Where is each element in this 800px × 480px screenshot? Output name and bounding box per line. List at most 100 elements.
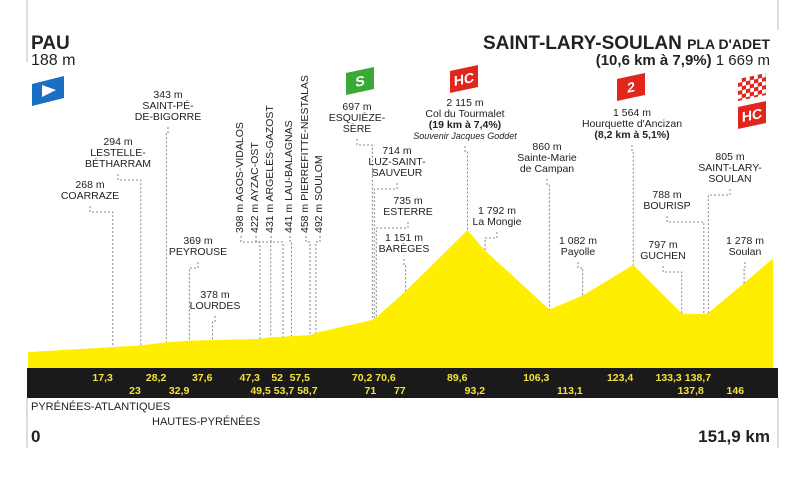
leader-line xyxy=(464,146,468,231)
km-marker-top: 47,3 xyxy=(240,372,261,384)
climb-note: Souvenir Jacques Goddet xyxy=(413,131,517,141)
km-marker-bottom: 23 xyxy=(129,385,141,397)
place-label: 714 m LUZ-SAINT- SAUVEUR xyxy=(368,146,425,179)
km-marker-top: 57,5 xyxy=(290,372,311,384)
distance-start: 0 xyxy=(31,427,41,446)
leader-line xyxy=(212,316,216,341)
region-second: HAUTES-PYRÉNÉES xyxy=(152,416,261,428)
finish-elevation: 1 669 m xyxy=(715,52,770,69)
place-label: 398 m AGOS-VIDALOS xyxy=(234,122,246,233)
place-altitude: 714 m xyxy=(382,145,412,157)
place-name: Hourquette d'Ancizan xyxy=(581,118,683,130)
leader-line xyxy=(403,259,407,292)
place-altitude: 2 115 m xyxy=(446,97,484,109)
leader-line xyxy=(666,216,705,315)
place-name-cont: BÉTHARRAM xyxy=(85,158,151,170)
place-label: 1 792 m La Mongie xyxy=(472,206,521,228)
leader-line xyxy=(117,174,142,346)
km-marker-top: 133,3 xyxy=(655,372,681,384)
leader-line xyxy=(255,236,272,338)
place-label: 805 m SAINT-LARY- SOULAN xyxy=(698,152,762,185)
place-name: Soulan xyxy=(728,246,762,258)
place-name: Payolle xyxy=(560,246,596,258)
km-marker-top: 17,3 xyxy=(92,372,113,384)
finish-detail: (10,6 km à 7,9%) 1 669 m xyxy=(596,52,770,69)
place-label: 1 082 m Payolle xyxy=(559,236,597,258)
place-altitude: 1 792 m xyxy=(478,205,516,217)
km-marker-bottom: 93,2 xyxy=(465,385,486,397)
finish-title: SAINT-LARY-SOULAN PLA D'ADET xyxy=(483,33,770,55)
leader-line xyxy=(373,183,398,319)
place-label: 735 m ESTERRE xyxy=(383,196,433,218)
leader-line xyxy=(89,206,114,348)
place-altitude: 1 151 m xyxy=(385,232,423,244)
km-marker-bottom: 113,1 xyxy=(557,385,583,397)
leader-line xyxy=(305,236,311,336)
km-marker-top: 52 xyxy=(271,372,283,384)
km-marker-bottom: 32,9 xyxy=(169,385,190,397)
leader-line xyxy=(546,179,550,310)
finish-climb: (10,6 km à 7,9%) xyxy=(595,52,712,69)
place-name: GUCHEN xyxy=(640,250,686,262)
place-name-cont: SOULAN xyxy=(708,173,752,185)
km-marker-bottom: 137,8 xyxy=(678,385,704,397)
place-name: PEYROUSE xyxy=(168,246,228,258)
place-altitude: 369 m xyxy=(183,235,213,247)
km-marker-bottom: 53,7 xyxy=(274,385,295,397)
leader-line xyxy=(270,236,284,337)
leader-line xyxy=(743,262,746,284)
place-name: La Mongie xyxy=(472,216,522,228)
place-name: LUZ-SAINT- xyxy=(368,156,426,168)
leader-line xyxy=(315,236,321,333)
climb-stats: (8,2 km à 5,1%) xyxy=(594,129,670,141)
place-name-cont: SAUVEUR xyxy=(371,167,423,179)
place-label: 431 m ARGELÈS-GAZOST xyxy=(264,105,276,233)
place-altitude: 268 m xyxy=(75,179,105,191)
place-name: ESTERRE xyxy=(383,206,433,218)
place-altitude: 860 m xyxy=(532,141,562,153)
place-label: 294 m LESTELLE- BÉTHARRAM xyxy=(85,137,151,170)
place-label: 697 m ESQUIÈZE- SÈRE xyxy=(329,102,386,135)
km-marker-bottom: 77 xyxy=(394,385,406,397)
leader-line xyxy=(577,262,584,296)
place-label: 268 m COARRAZE xyxy=(61,180,119,202)
place-name: COARRAZE xyxy=(60,190,120,202)
start-name: PAU xyxy=(31,33,70,54)
km-marker-top: 37,6 xyxy=(192,372,213,384)
leader-line xyxy=(484,232,498,251)
place-altitude: 805 m xyxy=(715,151,745,163)
place-label: 2 115 m Col du Tourmalet (19 km à 7,4%) Sou… xyxy=(413,98,517,142)
place-name: BOURISP xyxy=(643,200,691,212)
region-start: PYRÉNÉES-ATLANTIQUES xyxy=(31,401,171,413)
elevation-area xyxy=(28,230,773,368)
leader-line xyxy=(375,222,409,318)
place-altitude: 1 278 m xyxy=(726,235,764,247)
km-marker-bottom: 146 xyxy=(727,385,745,397)
km-marker-top: 138,7 xyxy=(685,372,711,384)
place-altitude: 1 564 m xyxy=(613,107,651,119)
km-band xyxy=(27,368,778,398)
leader-line xyxy=(631,145,634,265)
distance-end: 151,9 km xyxy=(698,427,770,446)
finish-name: SAINT-LARY-SOULAN xyxy=(483,33,682,54)
place-label: 797 m GUCHEN xyxy=(640,240,686,262)
place-altitude: 378 m xyxy=(200,289,230,301)
km-marker-top: 89,6 xyxy=(447,372,468,384)
place-label: 492 m SOULOM xyxy=(313,155,325,233)
place-name-cont: SÈRE xyxy=(342,123,372,135)
km-marker-bottom: 58,7 xyxy=(297,385,318,397)
start-elevation: 188 m xyxy=(31,52,76,69)
place-name-cont: DE-BIGORRE xyxy=(134,111,202,123)
place-altitude: 343 m xyxy=(153,89,183,101)
leader-line xyxy=(356,139,373,320)
place-name: SAINT-LARY- xyxy=(698,162,762,174)
place-label: 788 m BOURISP xyxy=(643,190,690,212)
place-name: BARÈGES xyxy=(378,243,430,255)
leader-line xyxy=(165,127,169,343)
leader-line xyxy=(707,189,731,314)
place-name: Sainte-Marie xyxy=(517,152,577,164)
km-marker-top: 70,6 xyxy=(375,372,396,384)
place-altitude: 1 082 m xyxy=(559,235,597,247)
